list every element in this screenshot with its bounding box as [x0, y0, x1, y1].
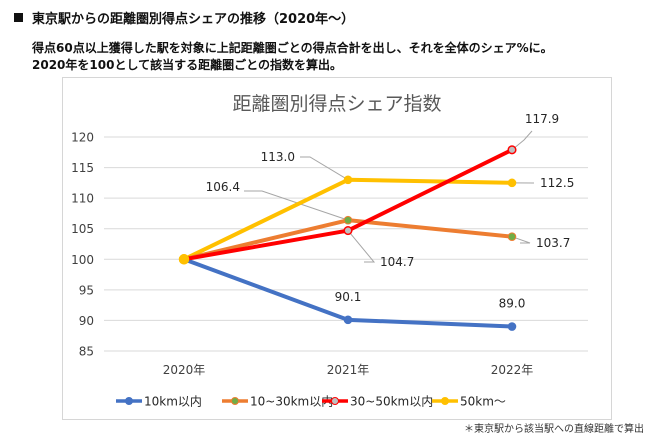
footnote: ＊東京駅から該当駅への直線距離で算出 — [464, 424, 644, 435]
y-tick-label: 85 — [79, 345, 94, 359]
data-label: 112.5 — [540, 176, 574, 190]
legend-label: 10km以内 — [144, 395, 202, 409]
square-bullet-icon — [14, 13, 23, 22]
data-point — [507, 145, 517, 155]
section-heading-text: 東京駅からの距離圏別得点シェアの推移（2020年～） — [32, 12, 355, 27]
legend-label: 10~30km以内 — [250, 395, 333, 409]
leader-line — [300, 156, 349, 181]
data-point — [178, 254, 190, 265]
data-point — [507, 178, 517, 188]
y-tick-label: 120 — [71, 131, 94, 145]
y-tick-label: 95 — [79, 283, 94, 297]
y-tick-label: 90 — [79, 314, 94, 328]
description-line-1: 得点60点以上獲得した駅を対象に上記距離圏ごとの得点合計を出し、それを全体のシェ… — [32, 41, 553, 55]
data-point — [343, 175, 353, 185]
leader-line — [511, 130, 533, 151]
data-label: 104.7 — [380, 255, 414, 269]
description-line-2: 2020年を100として該当する距離圏ごとの指数を算出。 — [32, 58, 342, 72]
leader-line — [347, 230, 376, 263]
chart-frame — [62, 77, 612, 420]
data-label: 113.0 — [261, 150, 295, 164]
description: 得点60点以上獲得した駅を対象に上記距離圏ごとの得点合計を出し、それを全体のシェ… — [32, 40, 553, 74]
data-label: 103.7 — [536, 236, 570, 250]
legend-marker — [331, 397, 339, 405]
series-line — [182, 147, 514, 262]
data-point — [507, 322, 517, 331]
data-point — [343, 215, 353, 225]
y-tick-label: 105 — [71, 222, 94, 236]
legend-label: 50km～ — [460, 395, 506, 409]
x-tick-label: 2020年 — [163, 363, 206, 377]
leader-line — [511, 236, 531, 244]
section-heading: 東京駅からの距離圏別得点シェアの推移（2020年～） — [14, 8, 354, 27]
legend-marker — [441, 397, 449, 405]
data-label: 90.1 — [335, 290, 362, 304]
data-label: 89.0 — [499, 297, 526, 311]
data-label: 106.4 — [206, 180, 240, 194]
leader-line — [244, 190, 349, 221]
data-label: 117.9 — [525, 112, 559, 126]
x-tick-label: 2022年 — [491, 363, 534, 377]
x-tick-label: 2021年 — [327, 363, 370, 377]
y-tick-label: 110 — [71, 192, 94, 206]
legend-label: 30~50km以内 — [350, 395, 433, 409]
legend-marker — [125, 397, 133, 405]
legend-marker — [231, 397, 239, 405]
y-tick-label: 100 — [71, 253, 94, 267]
data-point — [343, 315, 353, 325]
chart-title: 距離圏別得点シェア指数 — [232, 93, 441, 115]
data-point — [507, 232, 517, 241]
y-tick-label: 115 — [71, 161, 94, 175]
data-point — [343, 225, 353, 236]
